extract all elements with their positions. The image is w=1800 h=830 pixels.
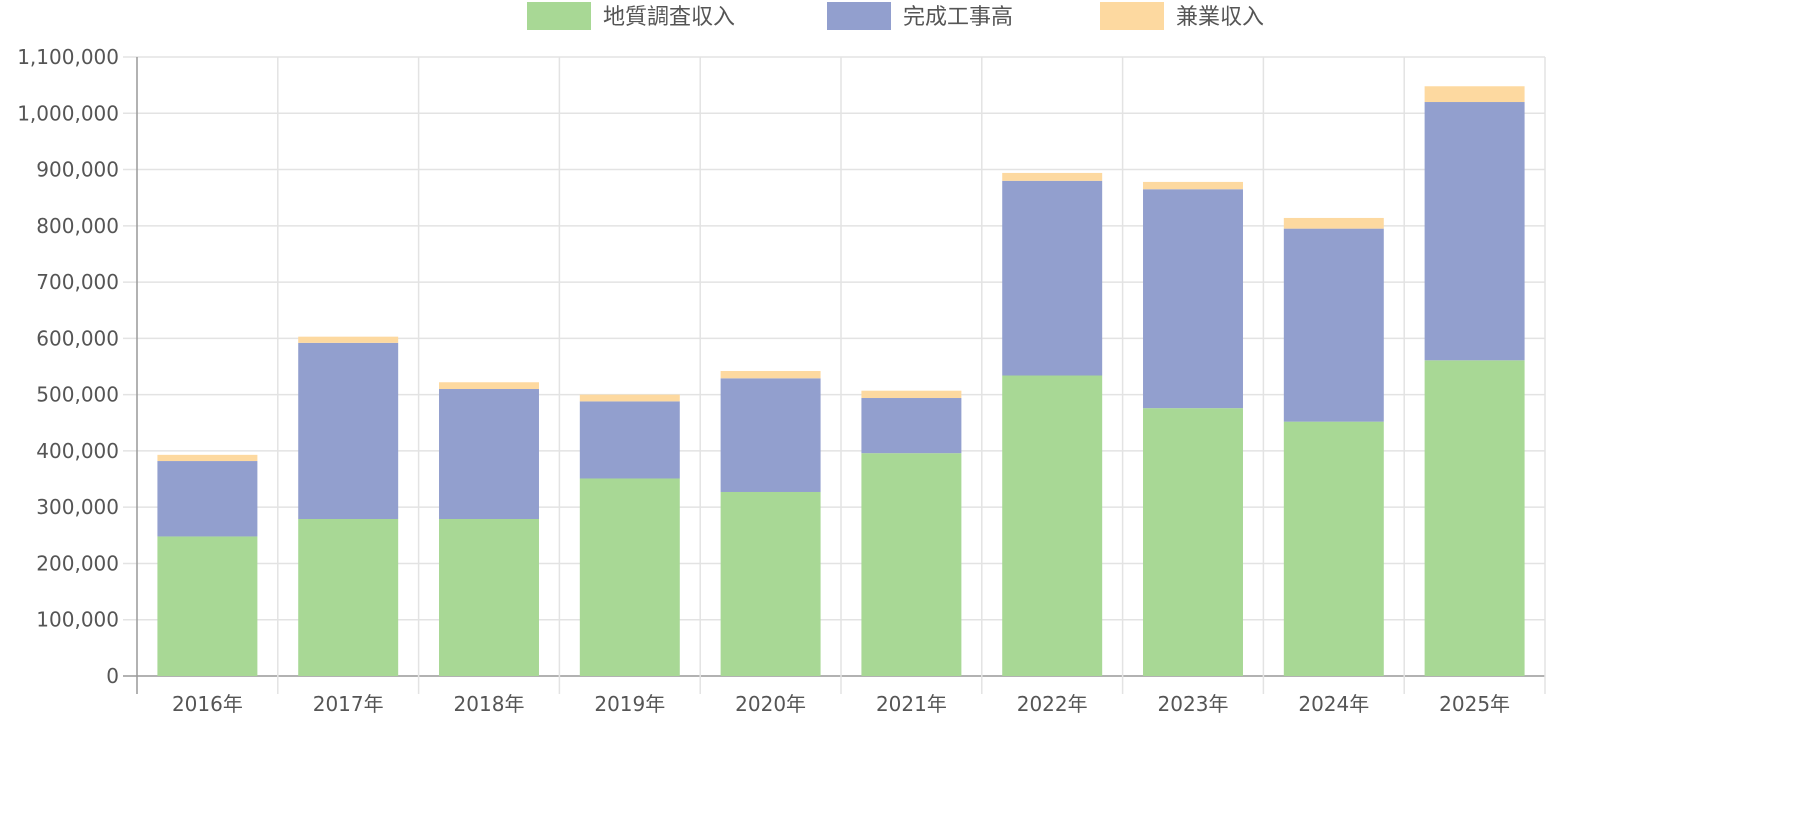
bar-segment: [157, 536, 258, 676]
legend-swatch: [827, 2, 891, 30]
bar-segment: [439, 389, 539, 519]
y-tick-label: 700,000: [36, 270, 119, 294]
bar-segment: [579, 478, 680, 676]
x-tick-label: 2019年: [594, 692, 665, 716]
x-tick-label: 2023年: [1158, 692, 1229, 716]
legend-label: 兼業収入: [1176, 5, 1264, 30]
bar-segment: [439, 518, 539, 676]
bar-segment: [861, 398, 962, 454]
bar-segment: [1424, 360, 1525, 676]
bar-segment: [720, 491, 821, 676]
x-tick-label: 2024年: [1298, 692, 1369, 716]
y-tick-label: 1,100,000: [17, 45, 119, 69]
bar-segment: [298, 336, 399, 343]
y-tick-label: 600,000: [36, 326, 119, 350]
bar-segment: [720, 371, 821, 379]
bar-segment: [1002, 172, 1103, 181]
bar-segment: [1143, 408, 1243, 676]
x-tick-label: 2017年: [313, 692, 384, 716]
y-tick-label: 100,000: [36, 608, 119, 632]
y-tick-label: 300,000: [36, 495, 119, 519]
bar-segment: [1143, 189, 1243, 409]
bar-segment: [298, 342, 399, 519]
y-tick-label: 400,000: [36, 439, 119, 463]
y-tick-label: 1,000,000: [17, 101, 119, 125]
bar-segment: [579, 394, 680, 402]
bars: [157, 86, 1525, 676]
x-tick-label: 2025年: [1439, 692, 1510, 716]
legend-label: 完成工事高: [903, 5, 1013, 30]
bar-segment: [157, 461, 258, 537]
bar-segment: [1143, 181, 1243, 190]
x-tick-label: 2021年: [876, 692, 947, 716]
bar-segment: [1002, 180, 1103, 376]
bar-segment: [157, 454, 258, 462]
bar-segment: [1424, 102, 1525, 361]
bar-segment: [1283, 217, 1384, 229]
legend-swatch: [1100, 2, 1164, 30]
legend-label: 地質調査収入: [603, 5, 735, 30]
x-tick-label: 2022年: [1017, 692, 1088, 716]
bar-segment: [861, 453, 962, 676]
y-tick-label: 500,000: [36, 383, 119, 407]
bar-segment: [861, 390, 962, 399]
bar-segment: [1283, 421, 1384, 676]
y-tick-label: 0: [106, 664, 119, 688]
legend: 地質調査収入 完成工事高 兼業収入: [527, 2, 1264, 30]
bar-segment: [1002, 375, 1103, 676]
y-tick-label: 800,000: [36, 214, 119, 238]
legend-swatch: [527, 2, 591, 30]
x-tick-label: 2016年: [172, 692, 243, 716]
bar-segment: [439, 382, 539, 390]
bar-segment: [579, 401, 680, 479]
x-tick-label: 2020年: [735, 692, 806, 716]
x-tick-label: 2018年: [454, 692, 525, 716]
bar-segment: [1283, 228, 1384, 422]
bar-segment: [720, 378, 821, 492]
axes: 0 100,000 200,000 300,000 400,000 500,000 600,…: [17, 45, 1510, 716]
bar-segment: [298, 518, 399, 676]
y-tick-label: 900,000: [36, 158, 119, 182]
y-tick-label: 200,000: [36, 551, 119, 575]
bar-segment: [1424, 86, 1525, 103]
